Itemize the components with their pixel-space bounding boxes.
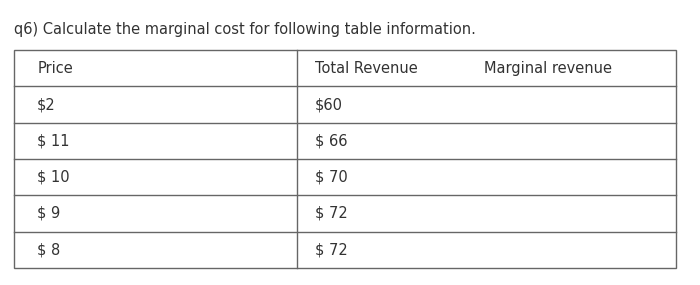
Text: Total Revenue: Total Revenue xyxy=(315,61,418,76)
Text: $ 9: $ 9 xyxy=(37,206,60,221)
Text: $ 70: $ 70 xyxy=(315,170,348,185)
Text: $ 8: $ 8 xyxy=(37,242,60,257)
Text: $ 72: $ 72 xyxy=(315,242,348,257)
Text: q6) Calculate the marginal cost for following table information.: q6) Calculate the marginal cost for foll… xyxy=(14,22,476,37)
Text: $ 10: $ 10 xyxy=(37,170,70,185)
Text: $ 66: $ 66 xyxy=(315,133,348,148)
Text: Price: Price xyxy=(37,61,73,76)
Text: Marginal revenue: Marginal revenue xyxy=(484,61,612,76)
Bar xyxy=(14,50,676,268)
Text: $ 72: $ 72 xyxy=(315,206,348,221)
Text: $ 11: $ 11 xyxy=(37,133,70,148)
Text: $60: $60 xyxy=(315,97,343,112)
Text: $2: $2 xyxy=(37,97,56,112)
